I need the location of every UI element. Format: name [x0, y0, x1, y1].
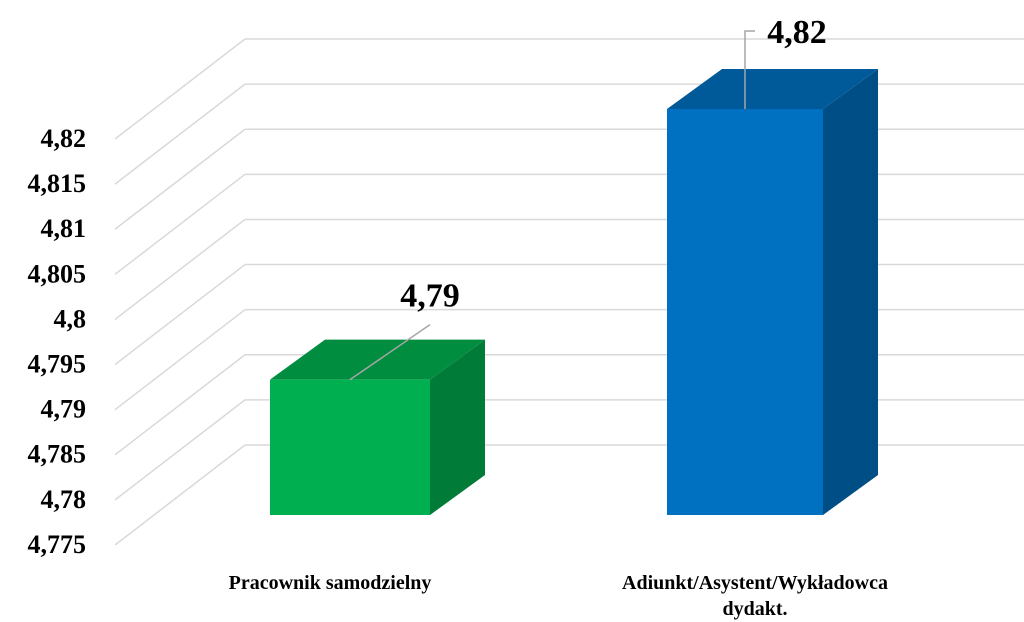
y-tick-label: 4,8	[54, 304, 87, 333]
y-tick-label: 4,82	[41, 124, 87, 153]
y-tick-label: 4,81	[41, 214, 87, 243]
y-tick-label: 4,775	[28, 530, 87, 559]
bar	[667, 109, 823, 515]
y-tick-label: 4,805	[28, 259, 87, 288]
y-tick-label: 4,785	[28, 440, 87, 469]
grid-line-side	[114, 218, 246, 321]
grid-line-side	[114, 399, 246, 501]
bar-top	[667, 69, 878, 109]
x-tick-label: Adiunkt/Asystent/Wykładowca dydakt.	[622, 572, 888, 620]
y-tick-label: 4,79	[41, 395, 87, 424]
y-tick-label: 4,78	[41, 485, 87, 514]
leader-line	[349, 324, 431, 381]
grid-line-side	[114, 38, 246, 140]
grid-line-side	[114, 83, 246, 185]
grid-line-side	[114, 309, 246, 411]
bar-side	[823, 69, 878, 515]
bar	[270, 379, 430, 515]
grid-line-side	[114, 263, 246, 366]
bar-side	[430, 339, 485, 515]
data-label: 4,82	[767, 14, 827, 51]
grid-line-side	[114, 173, 246, 275]
grid-line-side	[114, 354, 246, 456]
y-tick-label: 4,815	[28, 169, 87, 198]
x-tick-label: Pracownik samodzielny	[229, 572, 432, 594]
grid-line-side	[114, 444, 246, 546]
data-label: 4,79	[400, 278, 460, 315]
leader-line	[744, 30, 755, 109]
y-tick-label: 4,795	[28, 350, 87, 379]
grid-line-side	[114, 128, 246, 230]
bar-top	[270, 339, 485, 380]
